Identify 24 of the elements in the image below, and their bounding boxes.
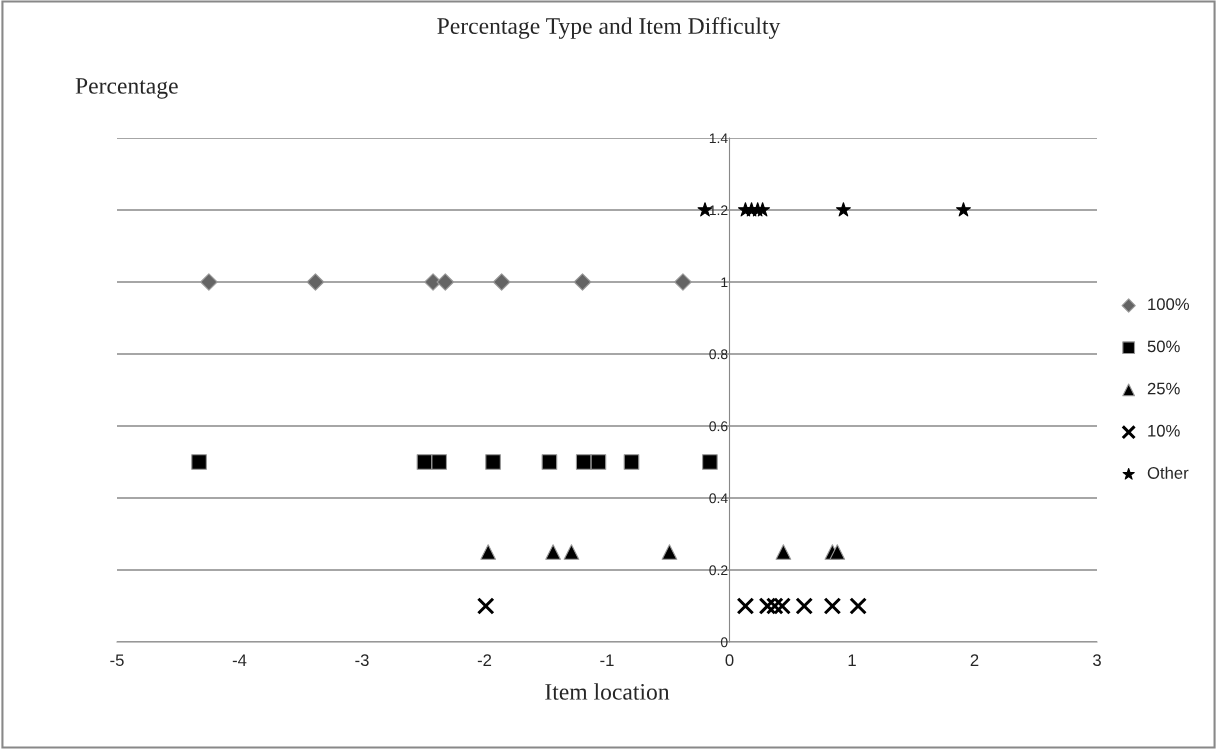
x-tick-label: 2 — [970, 654, 979, 666]
legend-label: Other — [1147, 466, 1189, 479]
y-axis-title: Percentage — [75, 78, 178, 99]
legend-label: 100% — [1148, 298, 1190, 311]
x-tick-label: 1 — [848, 654, 856, 666]
y-tick-label: 0.8 — [709, 349, 728, 360]
chart-title: Percentage Type and Item Difficulty — [437, 17, 781, 39]
y-tick-label: 0.4 — [709, 493, 728, 504]
x-axis-title: Item location — [545, 683, 670, 700]
y-tick-label: 0 — [720, 637, 728, 648]
legend-label: 10% — [1148, 424, 1180, 437]
y-tick-label: 0.6 — [709, 421, 728, 432]
y-tick-label: 1.4 — [709, 133, 728, 144]
legend-label: 25% — [1147, 382, 1180, 395]
y-tick-label: 1.2 — [709, 205, 728, 216]
x-tick-label: -1 — [600, 654, 614, 666]
y-tick-label: 1 — [721, 277, 728, 288]
legend-label: 50% — [1147, 340, 1180, 353]
x-tick-label: -4 — [232, 654, 247, 666]
x-tick-label: -3 — [355, 654, 369, 667]
x-tick-label: 3 — [1093, 654, 1101, 667]
x-tick-label: -2 — [477, 654, 492, 666]
x-tick-label: -5 — [110, 654, 124, 667]
y-tick-label: 0.2 — [709, 565, 728, 576]
